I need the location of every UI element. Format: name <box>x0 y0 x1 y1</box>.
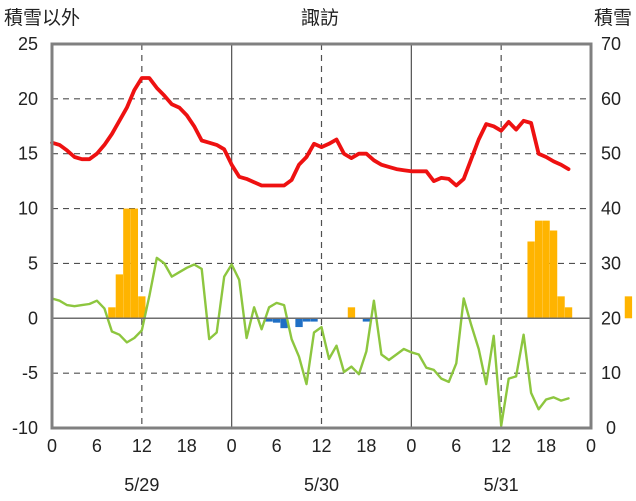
bar-series <box>108 208 633 329</box>
grid-lines <box>52 44 591 428</box>
date-label: 5/31 <box>484 475 519 495</box>
x-tick-label: 18 <box>536 436 556 456</box>
data-bar <box>542 220 550 319</box>
left-tick-label: -10 <box>12 418 38 438</box>
data-bar <box>347 307 356 319</box>
data-bar <box>310 318 318 322</box>
date-label: 5/30 <box>304 475 339 495</box>
data-bar <box>115 274 124 319</box>
x-tick-label: 0 <box>406 436 416 456</box>
x-tick-label: 0 <box>586 436 596 456</box>
right-tick-label: 20 <box>601 308 621 328</box>
plot-border <box>50 42 593 430</box>
right-tick-label: 30 <box>601 253 621 273</box>
line-series <box>50 76 571 427</box>
data-bar <box>549 230 558 319</box>
x-tick-label: 12 <box>132 436 152 456</box>
date-label: 5/29 <box>124 475 159 495</box>
x-tick-label: 18 <box>356 436 376 456</box>
right-axis-label: 積雪 <box>594 7 632 29</box>
x-tick-label: 6 <box>92 436 102 456</box>
left-tick-label: 15 <box>18 144 38 164</box>
data-bar <box>527 241 535 319</box>
data-bar <box>302 318 311 322</box>
right-tick-label: 0 <box>606 418 616 438</box>
right-tick-label: 40 <box>601 199 621 219</box>
left-tick-label: -5 <box>22 363 38 383</box>
x-tick-label: 6 <box>451 436 461 456</box>
data-bar <box>108 307 116 319</box>
right-tick-label: 10 <box>601 363 621 383</box>
left-tick-label: 10 <box>18 199 38 219</box>
data-bar <box>272 318 281 323</box>
left-tick-label: 25 <box>18 34 38 54</box>
data-bar <box>123 208 131 319</box>
chart-title: 諏訪 <box>301 7 339 29</box>
x-tick-label: 18 <box>177 436 197 456</box>
data-bar <box>295 318 303 328</box>
green-line <box>50 256 570 427</box>
right-tick-label: 70 <box>601 34 621 54</box>
x-tick-label: 0 <box>47 436 57 456</box>
plot-frame <box>50 42 593 430</box>
data-bar <box>624 296 633 319</box>
x-tick-label: 12 <box>491 436 511 456</box>
right-tick-label: 50 <box>601 144 621 164</box>
x-tick-label: 6 <box>272 436 282 456</box>
x-tick-label: 0 <box>227 436 237 456</box>
data-bar <box>557 296 565 319</box>
data-bar <box>362 318 371 322</box>
data-bar <box>564 307 573 319</box>
left-tick-label: 0 <box>28 308 38 328</box>
data-bar <box>130 208 139 319</box>
data-bar <box>138 296 146 319</box>
data-bar <box>534 220 543 319</box>
left-tick-label: 20 <box>18 89 38 109</box>
temperature-line <box>50 76 571 188</box>
data-bar <box>280 318 288 329</box>
data-bar <box>265 318 273 322</box>
left-tick-label: 5 <box>28 253 38 273</box>
left-axis-label: 積雪以外 <box>4 7 80 29</box>
x-tick-label: 12 <box>311 436 331 456</box>
right-tick-label: 60 <box>601 89 621 109</box>
